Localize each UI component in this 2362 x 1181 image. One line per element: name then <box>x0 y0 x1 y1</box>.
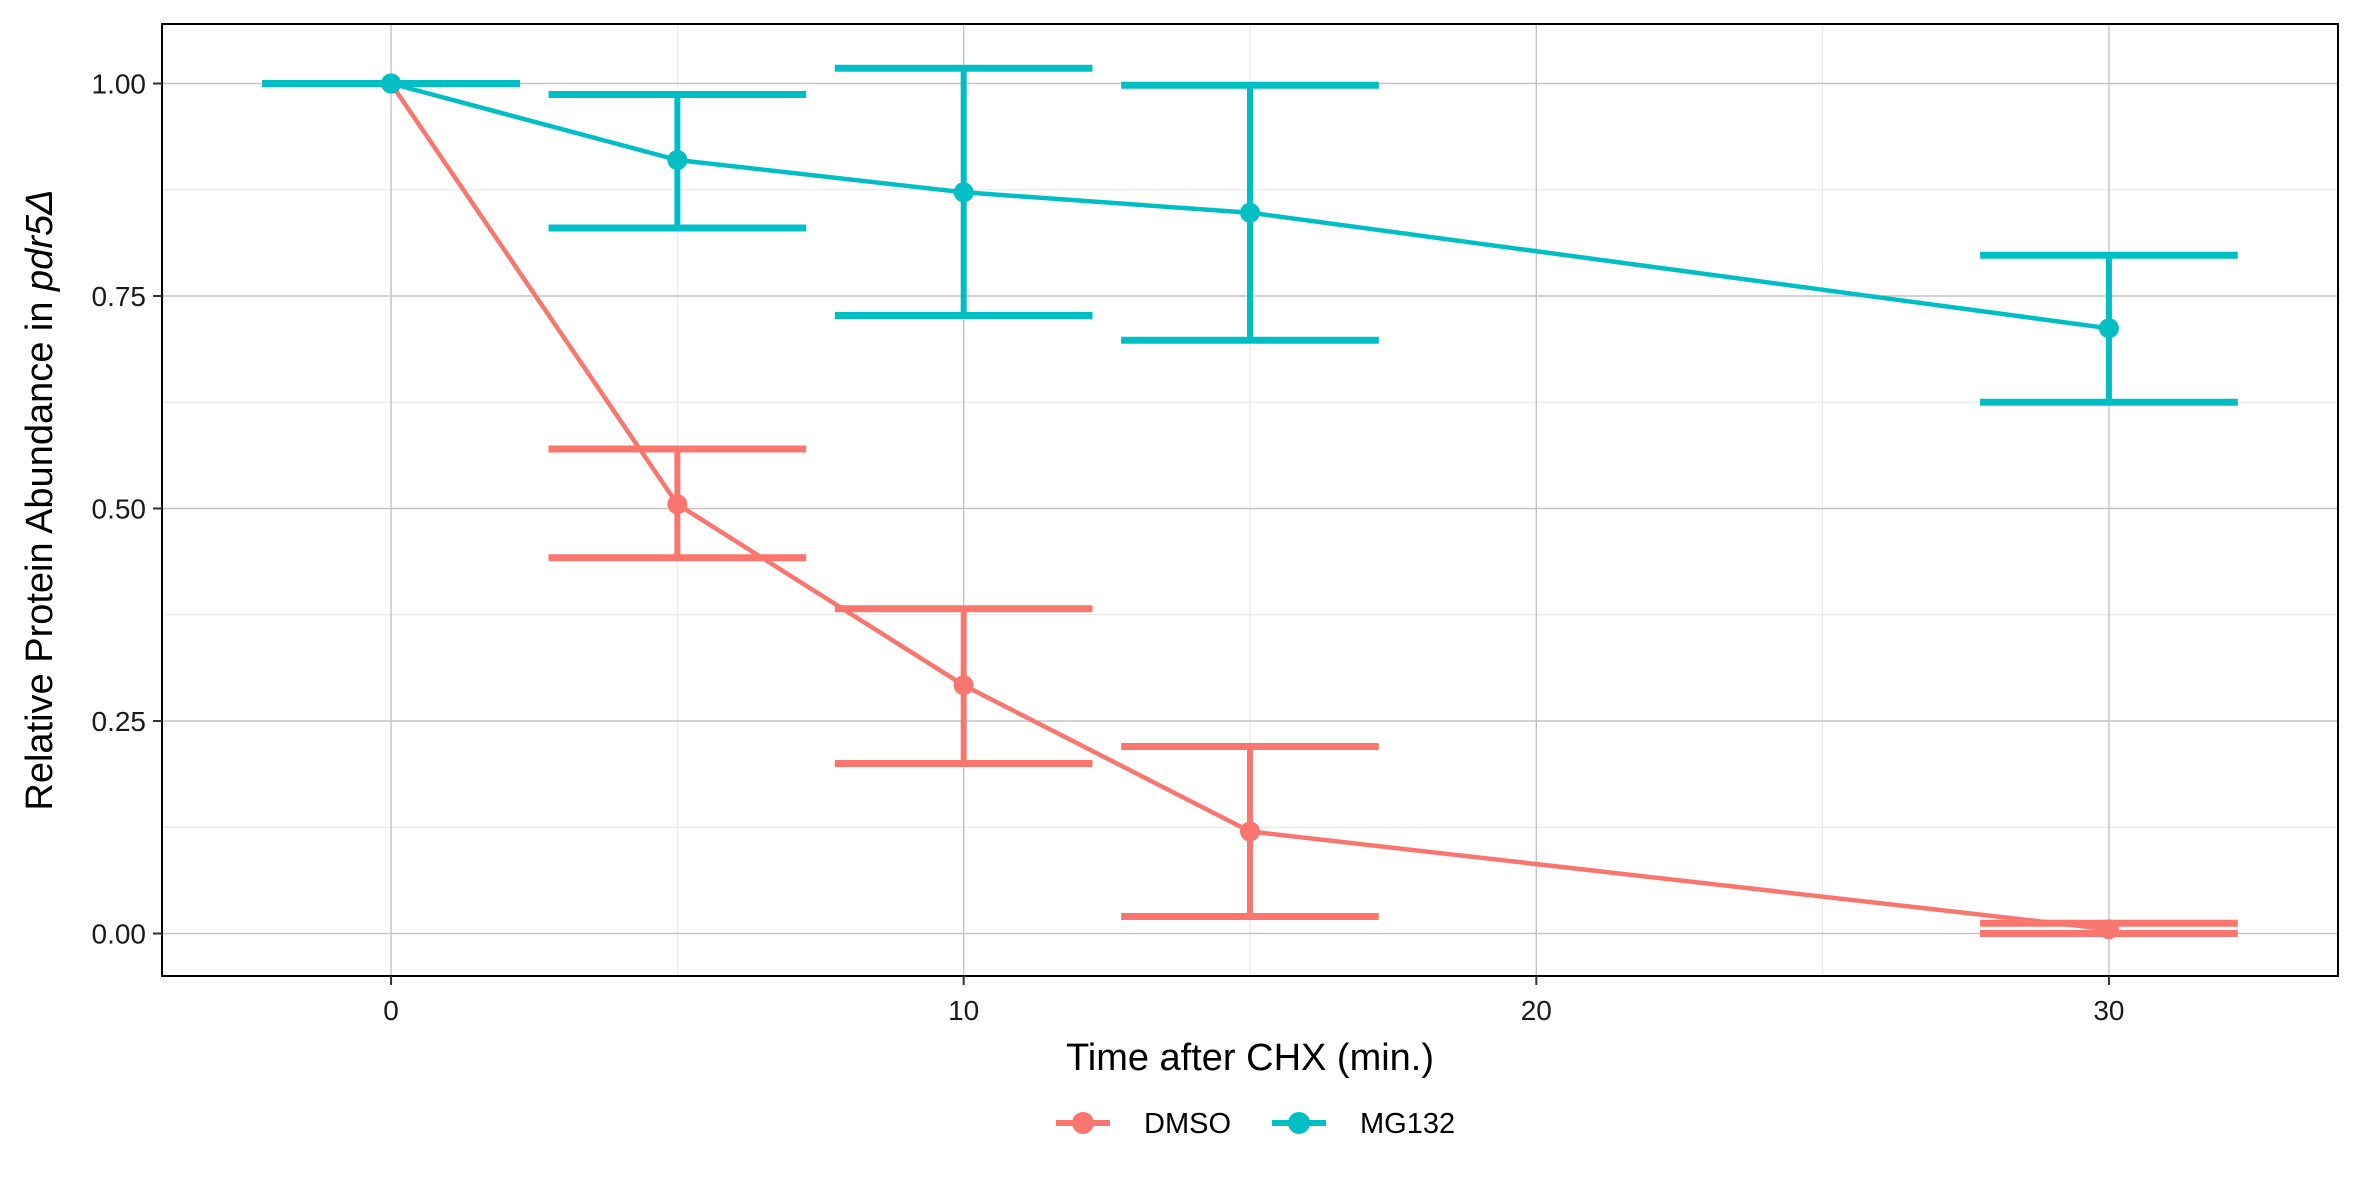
y-axis-title-text: Relative Protein Abundance in <box>19 291 61 811</box>
legend-label: DMSO <box>1144 1108 1231 1140</box>
x-tick-label: 10 <box>948 995 979 1026</box>
x-tick-label: 0 <box>383 995 399 1026</box>
x-axis-title: Time after CHX (min.) <box>1066 1037 1434 1079</box>
y-tick-label: 1.00 <box>92 69 147 100</box>
data-point <box>1240 821 1260 842</box>
data-point <box>953 675 974 696</box>
legend: DMSO MG132 <box>1056 1108 1455 1140</box>
y-tick-label: 0.00 <box>92 919 147 950</box>
y-tick-label: 0.25 <box>92 706 147 737</box>
data-point <box>953 182 974 203</box>
y-axis-ticks: 0.00 0.25 0.50 0.75 1.00 <box>92 69 162 950</box>
x-axis-ticks: 0 10 20 30 <box>383 976 2125 1026</box>
legend-item-dmso: DMSO <box>1056 1108 1231 1140</box>
legend-label: MG132 <box>1360 1108 1455 1140</box>
y-tick-label: 0.75 <box>92 281 147 312</box>
y-tick-label: 0.50 <box>92 494 147 525</box>
data-point <box>381 73 402 94</box>
data-point <box>667 150 688 170</box>
x-tick-label: 20 <box>1521 995 1552 1026</box>
x-tick-label: 30 <box>2093 995 2124 1026</box>
y-axis-title-italic: pdr5Δ <box>19 189 61 292</box>
legend-item-mg132: MG132 <box>1272 1108 1455 1140</box>
y-axis-title: Relative Protein Abundance in pdr5Δ <box>19 189 61 810</box>
data-point <box>667 494 688 515</box>
major-gridlines <box>162 24 2338 976</box>
data-point <box>2098 919 2119 940</box>
series-mg132 <box>262 64 2238 406</box>
data-point <box>2098 318 2119 339</box>
data-point <box>1240 202 1260 223</box>
legend-key-point <box>1072 1112 1094 1134</box>
series-layer <box>262 64 2238 940</box>
plot-panel-border <box>161 23 2339 977</box>
legend-key-point <box>1288 1112 1310 1134</box>
